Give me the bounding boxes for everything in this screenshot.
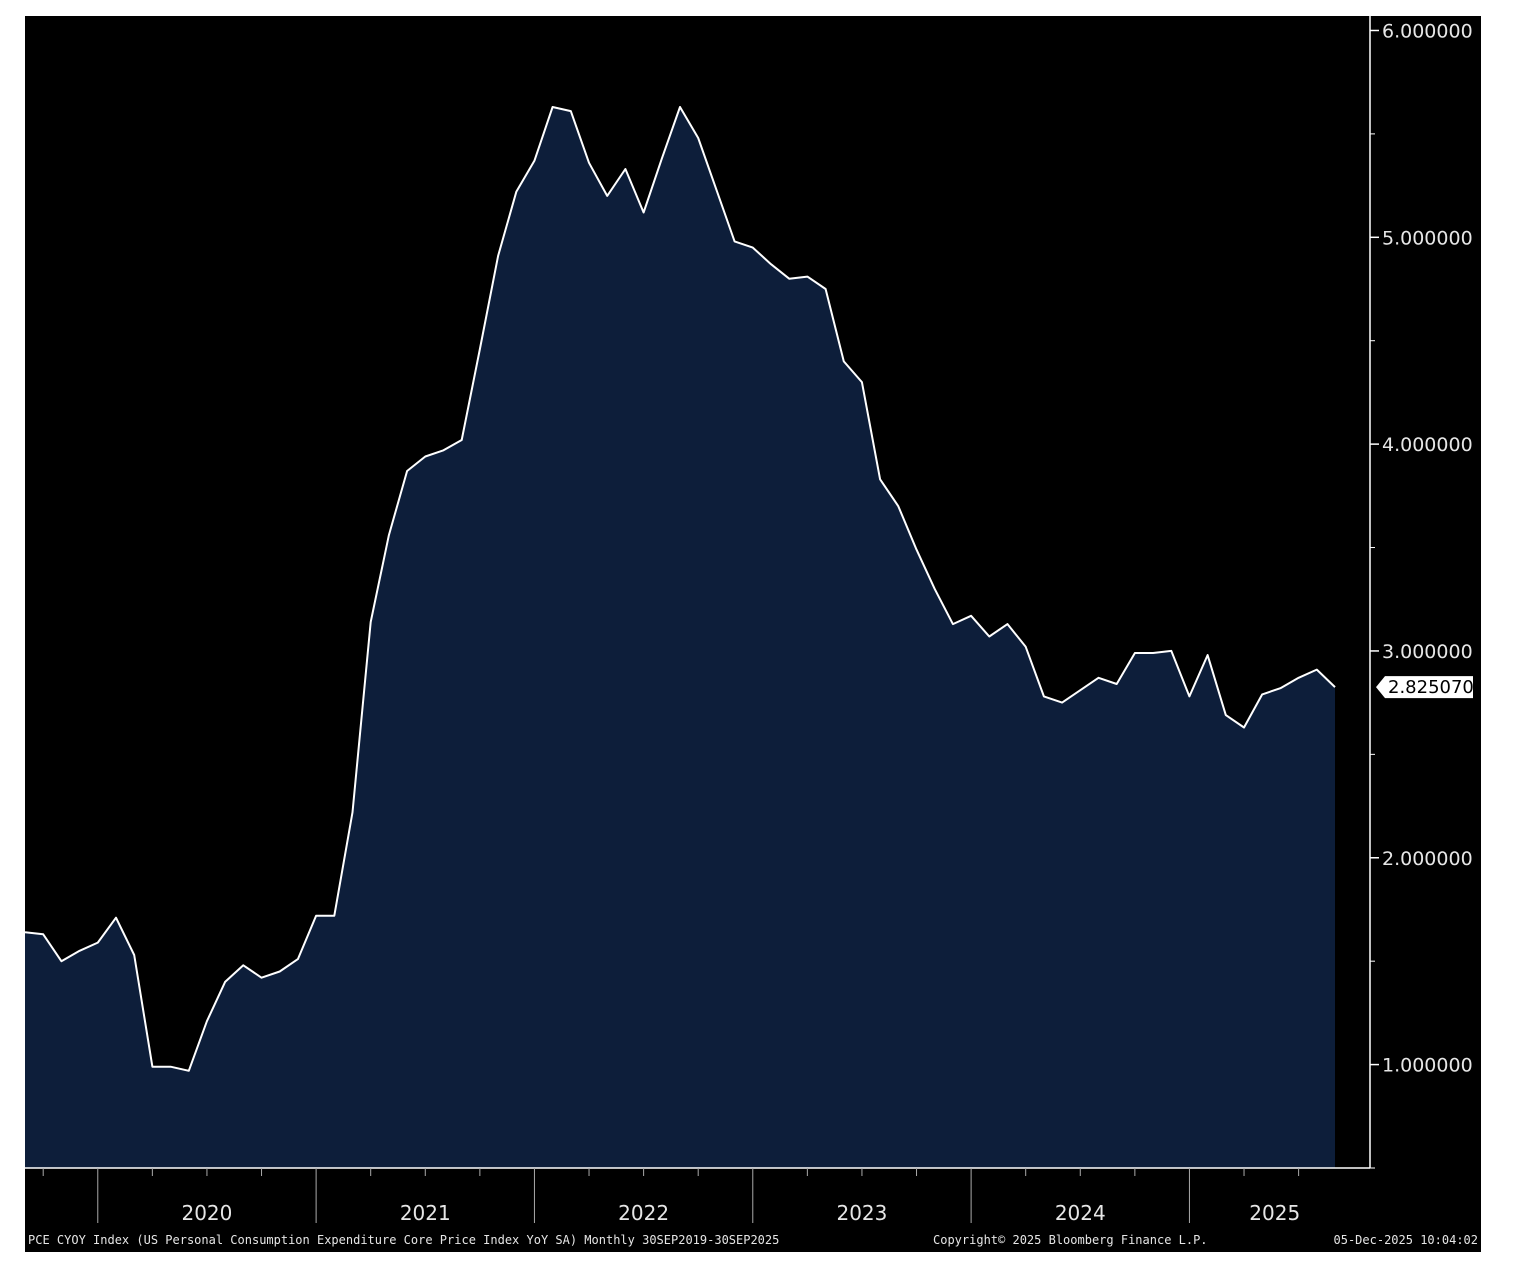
last-value-box <box>1376 676 1473 699</box>
x-year-label: 2021 <box>400 1201 451 1225</box>
footer-description: PCE CYOY Index (US Personal Consumption … <box>28 1233 780 1247</box>
x-year-label: 2024 <box>1055 1201 1106 1225</box>
y-tick-label: 6.000000 <box>1382 20 1473 42</box>
axes <box>25 16 1371 1169</box>
footer-copyright: Copyright© 2025 Bloomberg Finance L.P. <box>933 1233 1208 1247</box>
y-axis-ticks: 1.000000 2.000000 3.000000 4.000000 5.000000… <box>1370 20 1473 1169</box>
last-value-marker: 2.825070 <box>1376 676 1474 699</box>
y-tick-label: 4.000000 <box>1382 434 1473 456</box>
last-value-label: 2.825070 <box>1388 677 1474 698</box>
x-year-label: 2023 <box>836 1201 887 1225</box>
x-year-label: 2022 <box>618 1201 669 1225</box>
footer-timestamp: 05-Dec-2025 10:04:02 <box>1333 1233 1479 1247</box>
x-year-label: 2025 <box>1249 1201 1300 1225</box>
y-tick-label: 1.000000 <box>1382 1055 1473 1077</box>
x-axis-ticks: 2020 2021 2022 2023 2024 2025 <box>42 1168 1300 1225</box>
chart-panel: 1.000000 2.000000 3.000000 4.000000 5.000000… <box>25 16 1481 1252</box>
chart-svg: 1.000000 2.000000 3.000000 4.000000 5.000000… <box>25 16 1474 1225</box>
y-tick-label: 3.000000 <box>1382 641 1473 663</box>
x-year-label: 2020 <box>181 1201 232 1225</box>
series-line <box>25 106 1336 1072</box>
series-area <box>25 107 1335 1168</box>
footer: PCE CYOY Index (US Personal Consumption … <box>25 1230 1481 1252</box>
y-tick-label: 2.000000 <box>1382 848 1473 870</box>
y-tick-label: 5.000000 <box>1382 227 1473 249</box>
